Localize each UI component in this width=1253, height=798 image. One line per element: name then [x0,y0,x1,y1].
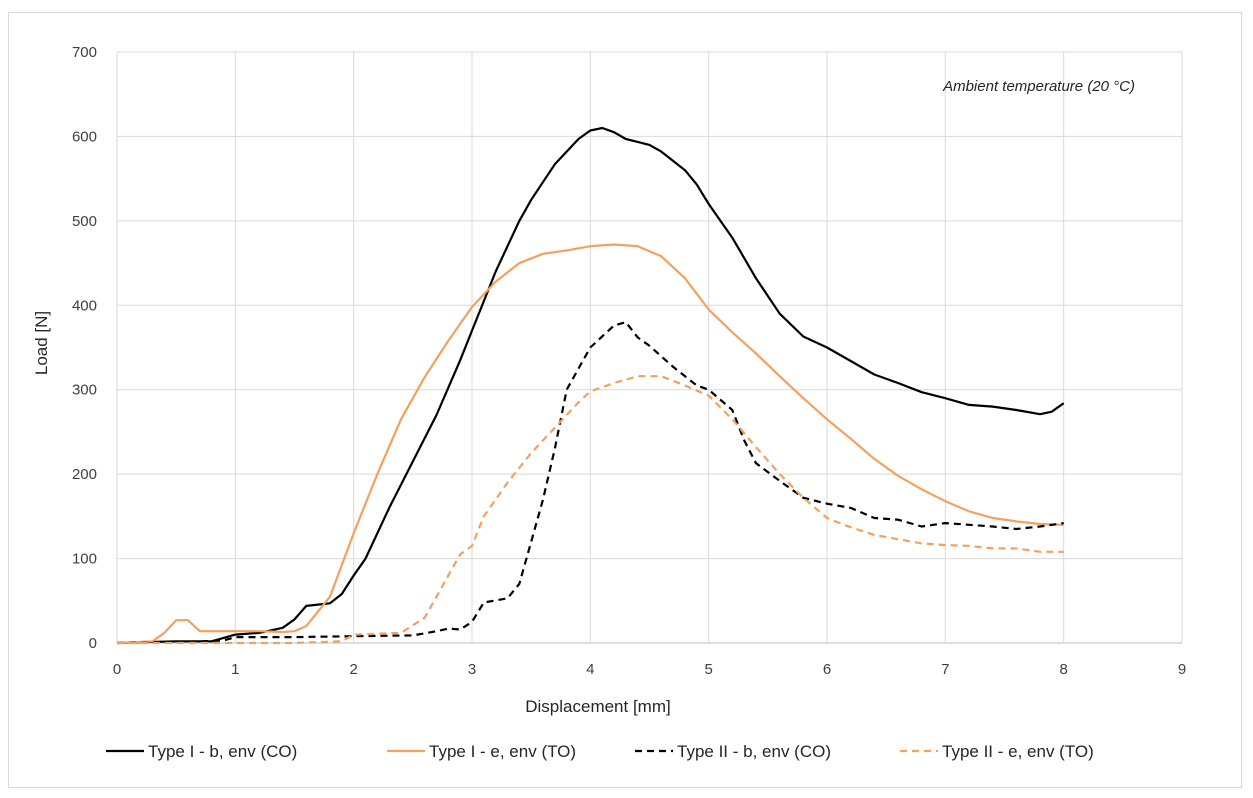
x-tick-label: 4 [586,661,594,678]
x-tick-label: 2 [349,661,357,678]
y-tick-label: 200 [72,466,97,483]
x-tick-label: 9 [1178,661,1186,678]
x-tick-label: 6 [823,661,831,678]
legend-label-type-ii-b-env-co: Type II - b, env (CO) [677,742,831,761]
x-tick-label: 1 [231,661,239,678]
chart-area [8,12,1242,788]
series-line-type-i-b-env-co [116,126,1065,645]
x-tick-label: 5 [704,661,712,678]
y-tick-label: 300 [72,382,97,399]
y-tick-label: 600 [72,128,97,145]
legend-label-type-i-b-env-co: Type I - b, env (CO) [148,742,297,761]
x-axis-title: Displacement [mm] [525,697,670,716]
x-tick-label: 8 [1059,661,1067,678]
y-tick-label: 100 [72,551,97,568]
legend: Type I - b, env (CO) Type I - e, env (TO)… [106,742,1094,761]
gridlines [116,51,1183,644]
y-tick-label: 500 [72,213,97,230]
y-axis-ticks: 0 100 200 300 400 500 600 700 [72,44,97,652]
series-line-type-ii-b-env-co [116,321,1064,645]
ambient-temperature-annotation: Ambient temperature (20 °C) [942,78,1135,95]
x-tick-label: 7 [941,661,949,678]
y-tick-label: 700 [72,44,97,61]
legend-label-type-ii-e-env-to: Type II - e, env (TO) [942,742,1094,761]
series-lines [116,126,1065,645]
y-axis-title: Load [N] [32,311,51,375]
legend-label-type-i-e-env-to: Type I - e, env (TO) [429,742,576,761]
series-line-type-i-e-env-to [116,243,1064,645]
x-tick-label: 3 [468,661,476,678]
x-axis-ticks: 0 1 2 3 4 5 6 7 8 9 [113,661,1186,678]
y-tick-label: 400 [72,297,97,314]
y-tick-label: 0 [89,635,97,652]
x-tick-label: 0 [113,661,121,678]
